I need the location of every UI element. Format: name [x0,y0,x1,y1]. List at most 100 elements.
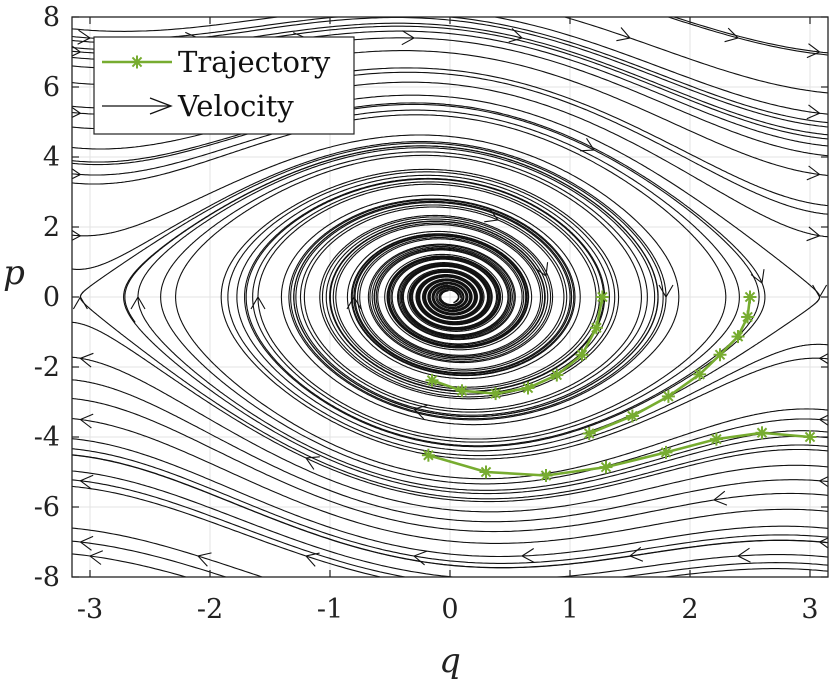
trajectory-point [521,381,535,395]
streamline [72,527,264,577]
legend-velocity-label: Velocity [177,89,294,123]
velocity-arrowhead [806,104,821,120]
velocity-arrowhead [580,138,595,152]
trajectory-point [755,426,769,440]
velocity-arrowhead [616,27,632,42]
trajectory-point [425,373,439,387]
streamline [72,418,828,544]
x-axis-label: q [439,641,461,681]
trajectory-point [625,409,639,423]
velocity-arrowhead [79,535,94,551]
trajectory-point [713,348,727,362]
velocity-arrowhead [305,456,320,470]
velocity-streamlines [72,17,828,577]
velocity-arrowhead [750,269,765,285]
velocity-arrowhead [508,28,524,43]
velocity-arrowhead [77,29,92,45]
trajectory-point [661,389,675,403]
y-tick-label: 2 [43,212,60,243]
trajectory-point [479,465,493,479]
trajectory-point [599,460,613,474]
streamline [160,151,828,485]
x-tick-label: -1 [317,594,343,625]
x-tick-label: 3 [801,594,818,625]
streamline [72,485,828,577]
streamline [72,17,828,115]
trajectory-line [588,296,752,435]
streamline [72,321,828,503]
y-tick-label: 6 [43,72,60,103]
y-tick-label: -6 [34,492,60,523]
streamline [72,438,828,558]
streamline [72,356,828,513]
trajectory-point [582,427,596,440]
velocity-arrowhead [412,404,428,420]
velocity-arrowhead [806,226,821,242]
trajectory-point [595,290,609,304]
velocity-arrowhead [250,295,266,310]
x-tick-label: 2 [681,594,698,625]
legend: Trajectory Velocity [93,36,355,135]
velocity-arrowhead [72,295,88,310]
velocity-arrowhead [724,27,740,43]
trajectory-point [803,430,817,444]
streamline [72,103,760,447]
streamline [72,448,828,564]
x-tick-label: -3 [77,594,103,625]
trajectory-point [489,387,503,401]
axis-ticks [72,16,828,578]
streamline [72,479,828,577]
trajectory-point [741,310,755,324]
legend-trajectory-marker [130,55,144,69]
velocity-arrowhead [736,547,751,563]
streamline [562,17,828,94]
streamline [666,17,828,56]
streamline [72,470,828,577]
legend-box [93,36,355,135]
streamline [672,17,828,54]
velocity-arrowhead [484,208,500,223]
trajectory-point [693,367,707,381]
velocity-arrowhead [79,413,94,429]
streamline [72,94,821,452]
y-tick-label: -2 [34,352,60,383]
x-tick-label: 1 [561,594,578,625]
velocity-arrowhead [534,262,549,278]
streamline [123,145,828,495]
x-tick-labels: -3 -2 -1 0 1 2 3 [77,594,819,625]
streamline [72,114,727,440]
x-tick-label: 0 [441,594,458,625]
y-tick-labels: -8 -6 -4 -2 0 2 4 6 8 [34,2,60,593]
legend-velocity-arrowhead [149,97,173,115]
legend-asterisk [130,55,144,69]
trajectory-point [743,290,757,304]
streamline [227,171,828,457]
velocity-arrowhead [712,490,728,506]
velocity-arrowhead [130,295,146,310]
velocity-arrowhead [79,352,94,368]
streamline [175,154,828,480]
velocity-arrowhead [79,474,94,490]
trajectory-point [575,348,589,362]
trajectory-point [709,432,723,446]
trajectory-point [539,469,553,482]
y-tick-label: -4 [34,422,60,453]
velocity-arrowhead [88,550,104,565]
x-tick-label: -2 [197,594,223,625]
velocity-arrowhead [520,548,535,563]
velocity-arrowhead [812,284,828,299]
streamline [72,134,680,426]
y-tick-label: 4 [43,142,60,173]
streamline [72,17,828,124]
y-axis-label: p [3,253,25,293]
trajectory-point [421,448,435,462]
velocity-arrowhead [196,552,212,567]
streamline [72,379,828,523]
trajectory-point [731,330,745,344]
velocity-arrowhead [401,30,416,46]
velocity-arrowhead [806,43,821,59]
trajectory-point [550,368,564,382]
streamline [72,540,228,577]
velocity-arrowhead [806,165,821,181]
trajectory-point [589,321,603,335]
